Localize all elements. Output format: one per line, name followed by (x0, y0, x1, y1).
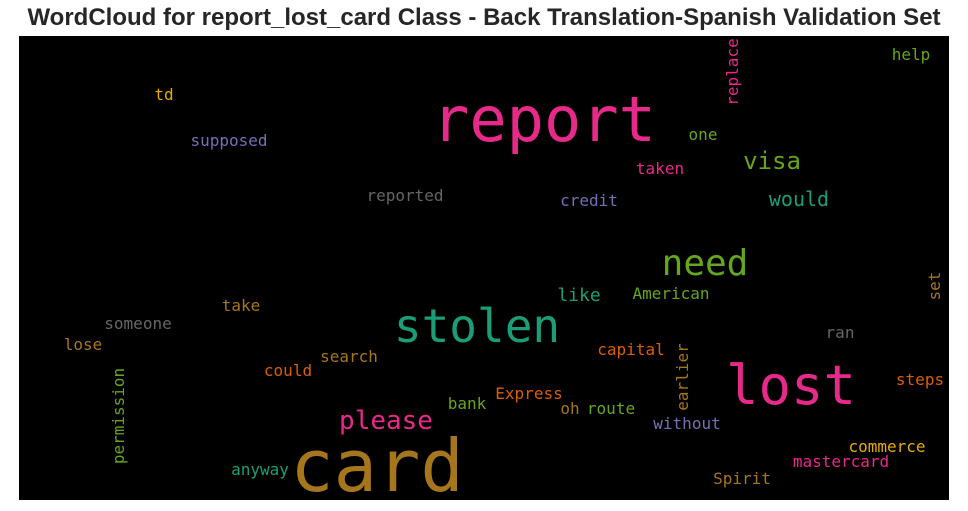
word-express: Express (495, 384, 563, 403)
word-anyway: anyway (231, 460, 289, 479)
word-american: American (632, 284, 710, 303)
word-take: take (221, 296, 261, 315)
word-route: route (586, 399, 636, 418)
word-replace: replace (723, 38, 742, 106)
word-visa: visa (743, 147, 801, 175)
word-bank: bank (447, 394, 487, 413)
word-card: card (290, 424, 464, 500)
word-reported: reported (366, 186, 444, 205)
word-ran: ran (825, 323, 855, 342)
word-steps: steps (895, 370, 945, 389)
word-stolen: stolen (393, 299, 561, 353)
word-mastercard: mastercard (792, 452, 890, 471)
word-one: one (688, 125, 718, 144)
wordcloud-canvas: report card stolen lost need visa please would l… (19, 36, 949, 500)
word-could: could (263, 361, 313, 380)
word-td: td (154, 85, 174, 104)
page-title: WordCloud for report_lost_card Class - B… (27, 4, 941, 31)
word-earlier: earlier (673, 343, 692, 411)
word-need: need (661, 243, 749, 284)
word-without: without (653, 414, 721, 433)
word-taken: taken (635, 159, 685, 178)
word-please: please (339, 406, 433, 436)
word-help: help (891, 45, 931, 64)
word-capital: capital (597, 340, 665, 359)
word-would: would (768, 187, 830, 211)
word-commerce: commerce (848, 437, 926, 456)
word-lose: lose (63, 335, 103, 354)
word-someone: someone (104, 314, 172, 333)
word-oh: oh (560, 399, 580, 418)
word-like: like (557, 285, 601, 306)
word-spirit: Spirit (713, 469, 771, 488)
word-report: report (432, 83, 656, 156)
word-supposed: supposed (190, 131, 268, 150)
word-credit: credit (560, 191, 618, 210)
word-lost: lost (725, 354, 857, 417)
word-permission: permission (109, 367, 128, 465)
word-search: search (320, 347, 378, 366)
word-set: set (925, 271, 944, 301)
